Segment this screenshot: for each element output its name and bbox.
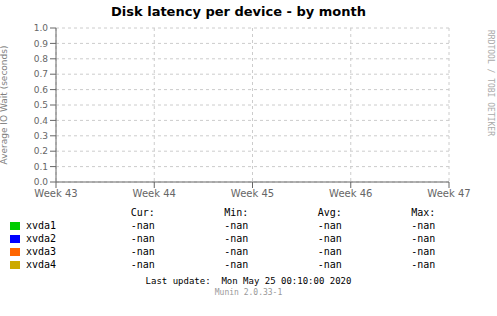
html-text:Min:: Min: (224, 207, 249, 218)
html-text:xvda4: xvda4 (26, 259, 57, 270)
html-text:-nan: -nan (130, 259, 155, 270)
svg-text:0.6: 0.6 (34, 85, 49, 95)
html-text:-nan: -nan (411, 259, 436, 270)
svg-text:0.3: 0.3 (34, 131, 48, 141)
html-text:-nan: -nan (317, 233, 342, 244)
html-text:-nan: -nan (130, 246, 155, 257)
html-text:Cur:: Cur: (130, 207, 155, 218)
svg-text:Week 47: Week 47 (427, 188, 470, 199)
html-text:xvda3: xvda3 (26, 246, 57, 257)
html-text:-nan: -nan (317, 259, 342, 270)
svg-text:Week 44: Week 44 (133, 188, 176, 199)
html-text:-nan: -nan (224, 246, 249, 257)
html-text:Avg:: Avg: (317, 207, 342, 218)
html-text:-nan: -nan (130, 233, 155, 244)
html-text:-nan: -nan (411, 220, 436, 231)
svg-text:Week 43: Week 43 (34, 188, 77, 199)
html-text:-nan: -nan (224, 233, 249, 244)
html-text:xvda2: xvda2 (26, 233, 57, 244)
svg-text:Week 45: Week 45 (231, 188, 274, 199)
html-text:RRDTOOL / TOBI OETIKER: RRDTOOL / TOBI OETIKER (486, 30, 495, 136)
svg-text:0.4: 0.4 (34, 116, 49, 126)
svg-text:0.9: 0.9 (34, 39, 49, 49)
svg-text:0.7: 0.7 (34, 69, 48, 79)
html-text:-nan: -nan (130, 220, 155, 231)
svg-text:0.1: 0.1 (34, 162, 48, 172)
svg-text:0.2: 0.2 (34, 146, 48, 156)
html-text:-nan: -nan (317, 246, 342, 257)
html-text:-nan: -nan (224, 220, 249, 231)
html-text:Last update: Mon May 25 00:10:: Last update: Mon May 25 00:10:00 2020 (145, 276, 352, 286)
html-text:Munin 2.0.33-1: Munin 2.0.33-1 (214, 288, 283, 297)
svg-text:0.0: 0.0 (34, 177, 49, 187)
svg-text:0.8: 0.8 (34, 54, 49, 64)
html-text:-nan: -nan (317, 220, 342, 231)
html-text:xvda1: xvda1 (26, 220, 57, 231)
html-text:-nan: -nan (411, 233, 436, 244)
html-text:Disk latency per device - by m: Disk latency per device - by month (111, 4, 366, 19)
svg-text:Average IO Wait (seconds): Average IO Wait (seconds) (8, 46, 9, 165)
svg-text:1.0: 1.0 (34, 23, 49, 33)
svg-text:0.5: 0.5 (34, 100, 48, 110)
html-text:-nan: -nan (411, 246, 436, 257)
html-text:-nan: -nan (224, 259, 249, 270)
svg-text:Week 46: Week 46 (329, 188, 372, 199)
html-text:Max:: Max: (411, 207, 436, 218)
